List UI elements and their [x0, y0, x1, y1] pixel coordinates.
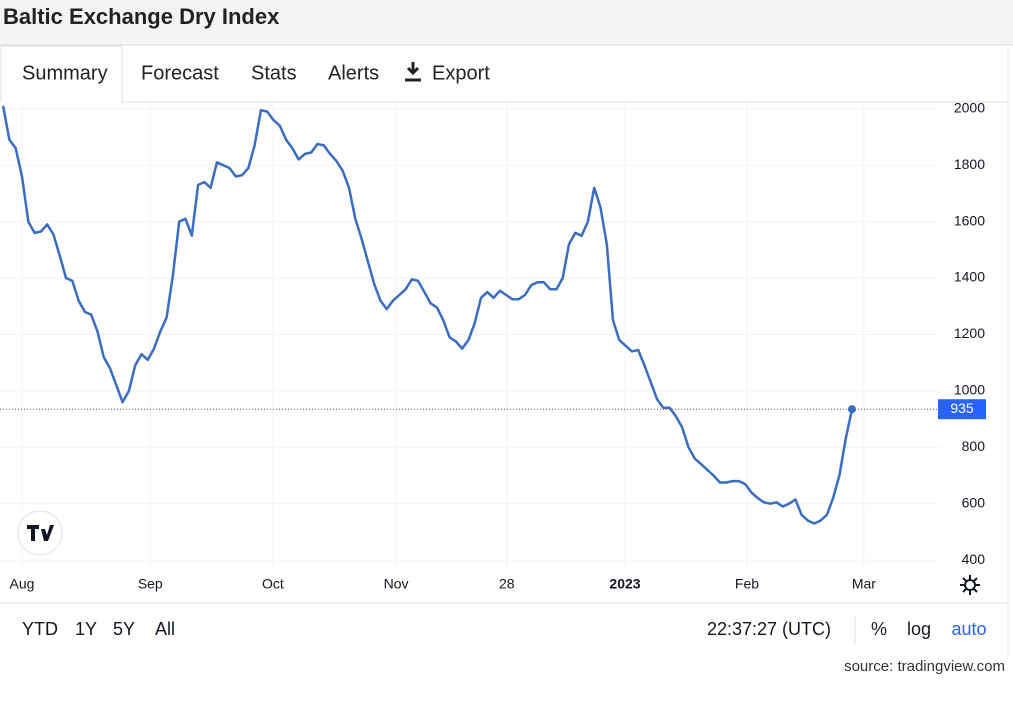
- scale-option[interactable]: %: [871, 619, 887, 639]
- page-title: Baltic Exchange Dry Index: [3, 4, 280, 29]
- export-icon[interactable]: [405, 62, 421, 82]
- range-button[interactable]: 5Y: [113, 619, 135, 639]
- range-button[interactable]: 1Y: [75, 619, 97, 639]
- y-tick-label: 1600: [954, 212, 985, 228]
- title-bar: [0, 0, 1013, 45]
- clock: 22:37:27 (UTC): [707, 619, 831, 639]
- x-tick-label: 28: [499, 576, 515, 592]
- y-tick-label: 1800: [954, 156, 985, 172]
- tab[interactable]: Forecast: [141, 62, 219, 84]
- range-button[interactable]: YTD: [22, 619, 58, 639]
- settings-gear[interactable]: [964, 579, 976, 591]
- last-price-box: [938, 399, 986, 420]
- y-tick-label: 2000: [954, 99, 985, 115]
- source-note: source: tradingview.com: [844, 658, 1005, 675]
- tab[interactable]: Export: [432, 62, 490, 84]
- tab[interactable]: Alerts: [328, 62, 379, 84]
- tv-logo-mark: [27, 525, 54, 541]
- last-price-label: 935: [950, 400, 974, 416]
- x-tick-label: Feb: [735, 576, 759, 592]
- x-tick-label: Sep: [138, 576, 163, 592]
- x-tick-label: 2023: [609, 576, 640, 592]
- y-tick-label: 800: [962, 438, 986, 454]
- range-button[interactable]: All: [155, 619, 175, 639]
- x-tick-label: Aug: [10, 576, 35, 592]
- y-tick-label: 1400: [954, 269, 985, 285]
- settings-spokes[interactable]: [960, 575, 980, 595]
- active-tab-frame: [0, 45, 123, 102]
- y-tick-label: 1200: [954, 325, 985, 341]
- settings-icon[interactable]: [960, 575, 980, 595]
- tv-logo: [17, 510, 63, 556]
- y-tick-label: 600: [962, 494, 986, 510]
- x-tick-label: Oct: [262, 576, 284, 592]
- x-tick-label: Nov: [384, 576, 409, 592]
- y-tick-label: 1000: [954, 382, 985, 398]
- last-point: [847, 405, 856, 414]
- tab[interactable]: Stats: [251, 62, 297, 84]
- price-line: [1, 105, 854, 525]
- tab[interactable]: Summary: [22, 62, 108, 84]
- scale-option[interactable]: auto: [951, 619, 986, 639]
- x-tick-label: Mar: [852, 576, 876, 592]
- scale-option[interactable]: log: [907, 619, 931, 639]
- y-tick-label: 400: [962, 551, 986, 567]
